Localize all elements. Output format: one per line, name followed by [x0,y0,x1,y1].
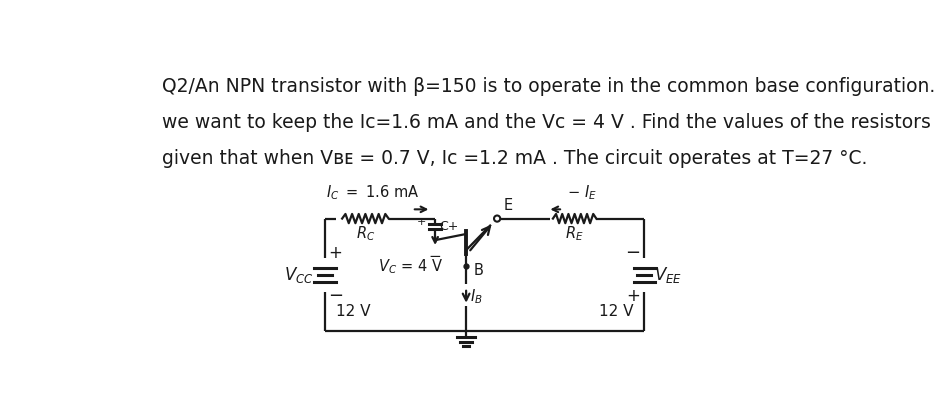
Text: Q2/An NPN transistor with β=150 is to operate in the common base configuration.: Q2/An NPN transistor with β=150 is to op… [162,77,935,96]
Text: given that when Vʙᴇ = 0.7 V, Iᴄ =1.2 mA . The circuit operates at T=27 °C.: given that when Vʙᴇ = 0.7 V, Iᴄ =1.2 mA … [162,149,868,168]
Text: 12 V: 12 V [599,304,634,319]
Text: we want to keep the Iᴄ=1.6 mA and the Vᴄ = 4 V . Find the values of the resistor: we want to keep the Iᴄ=1.6 mA and the Vᴄ… [162,113,931,132]
Text: −: − [429,249,441,264]
Text: B: B [474,263,484,278]
Text: $-\ I_E$: $-\ I_E$ [567,183,596,202]
Text: +: + [626,287,640,305]
Text: $V_C$ = 4 V: $V_C$ = 4 V [377,258,443,276]
Text: 12 V: 12 V [336,304,370,319]
Text: $I_C\ =\ 1.6\ \mathrm{mA}$: $I_C\ =\ 1.6\ \mathrm{mA}$ [327,183,420,202]
Text: E: E [503,198,513,213]
Text: $V_{CC}$: $V_{CC}$ [284,265,314,285]
Text: +: + [417,217,426,227]
Text: +: + [328,244,342,262]
Text: $I_B$: $I_B$ [470,287,483,306]
Text: −: − [625,244,640,262]
Text: −: − [328,287,344,305]
Text: $R_C$: $R_C$ [356,225,375,243]
Text: $R_E$: $R_E$ [565,225,584,243]
Text: $V_{EE}$: $V_{EE}$ [654,265,682,285]
Text: C+: C+ [439,220,458,233]
